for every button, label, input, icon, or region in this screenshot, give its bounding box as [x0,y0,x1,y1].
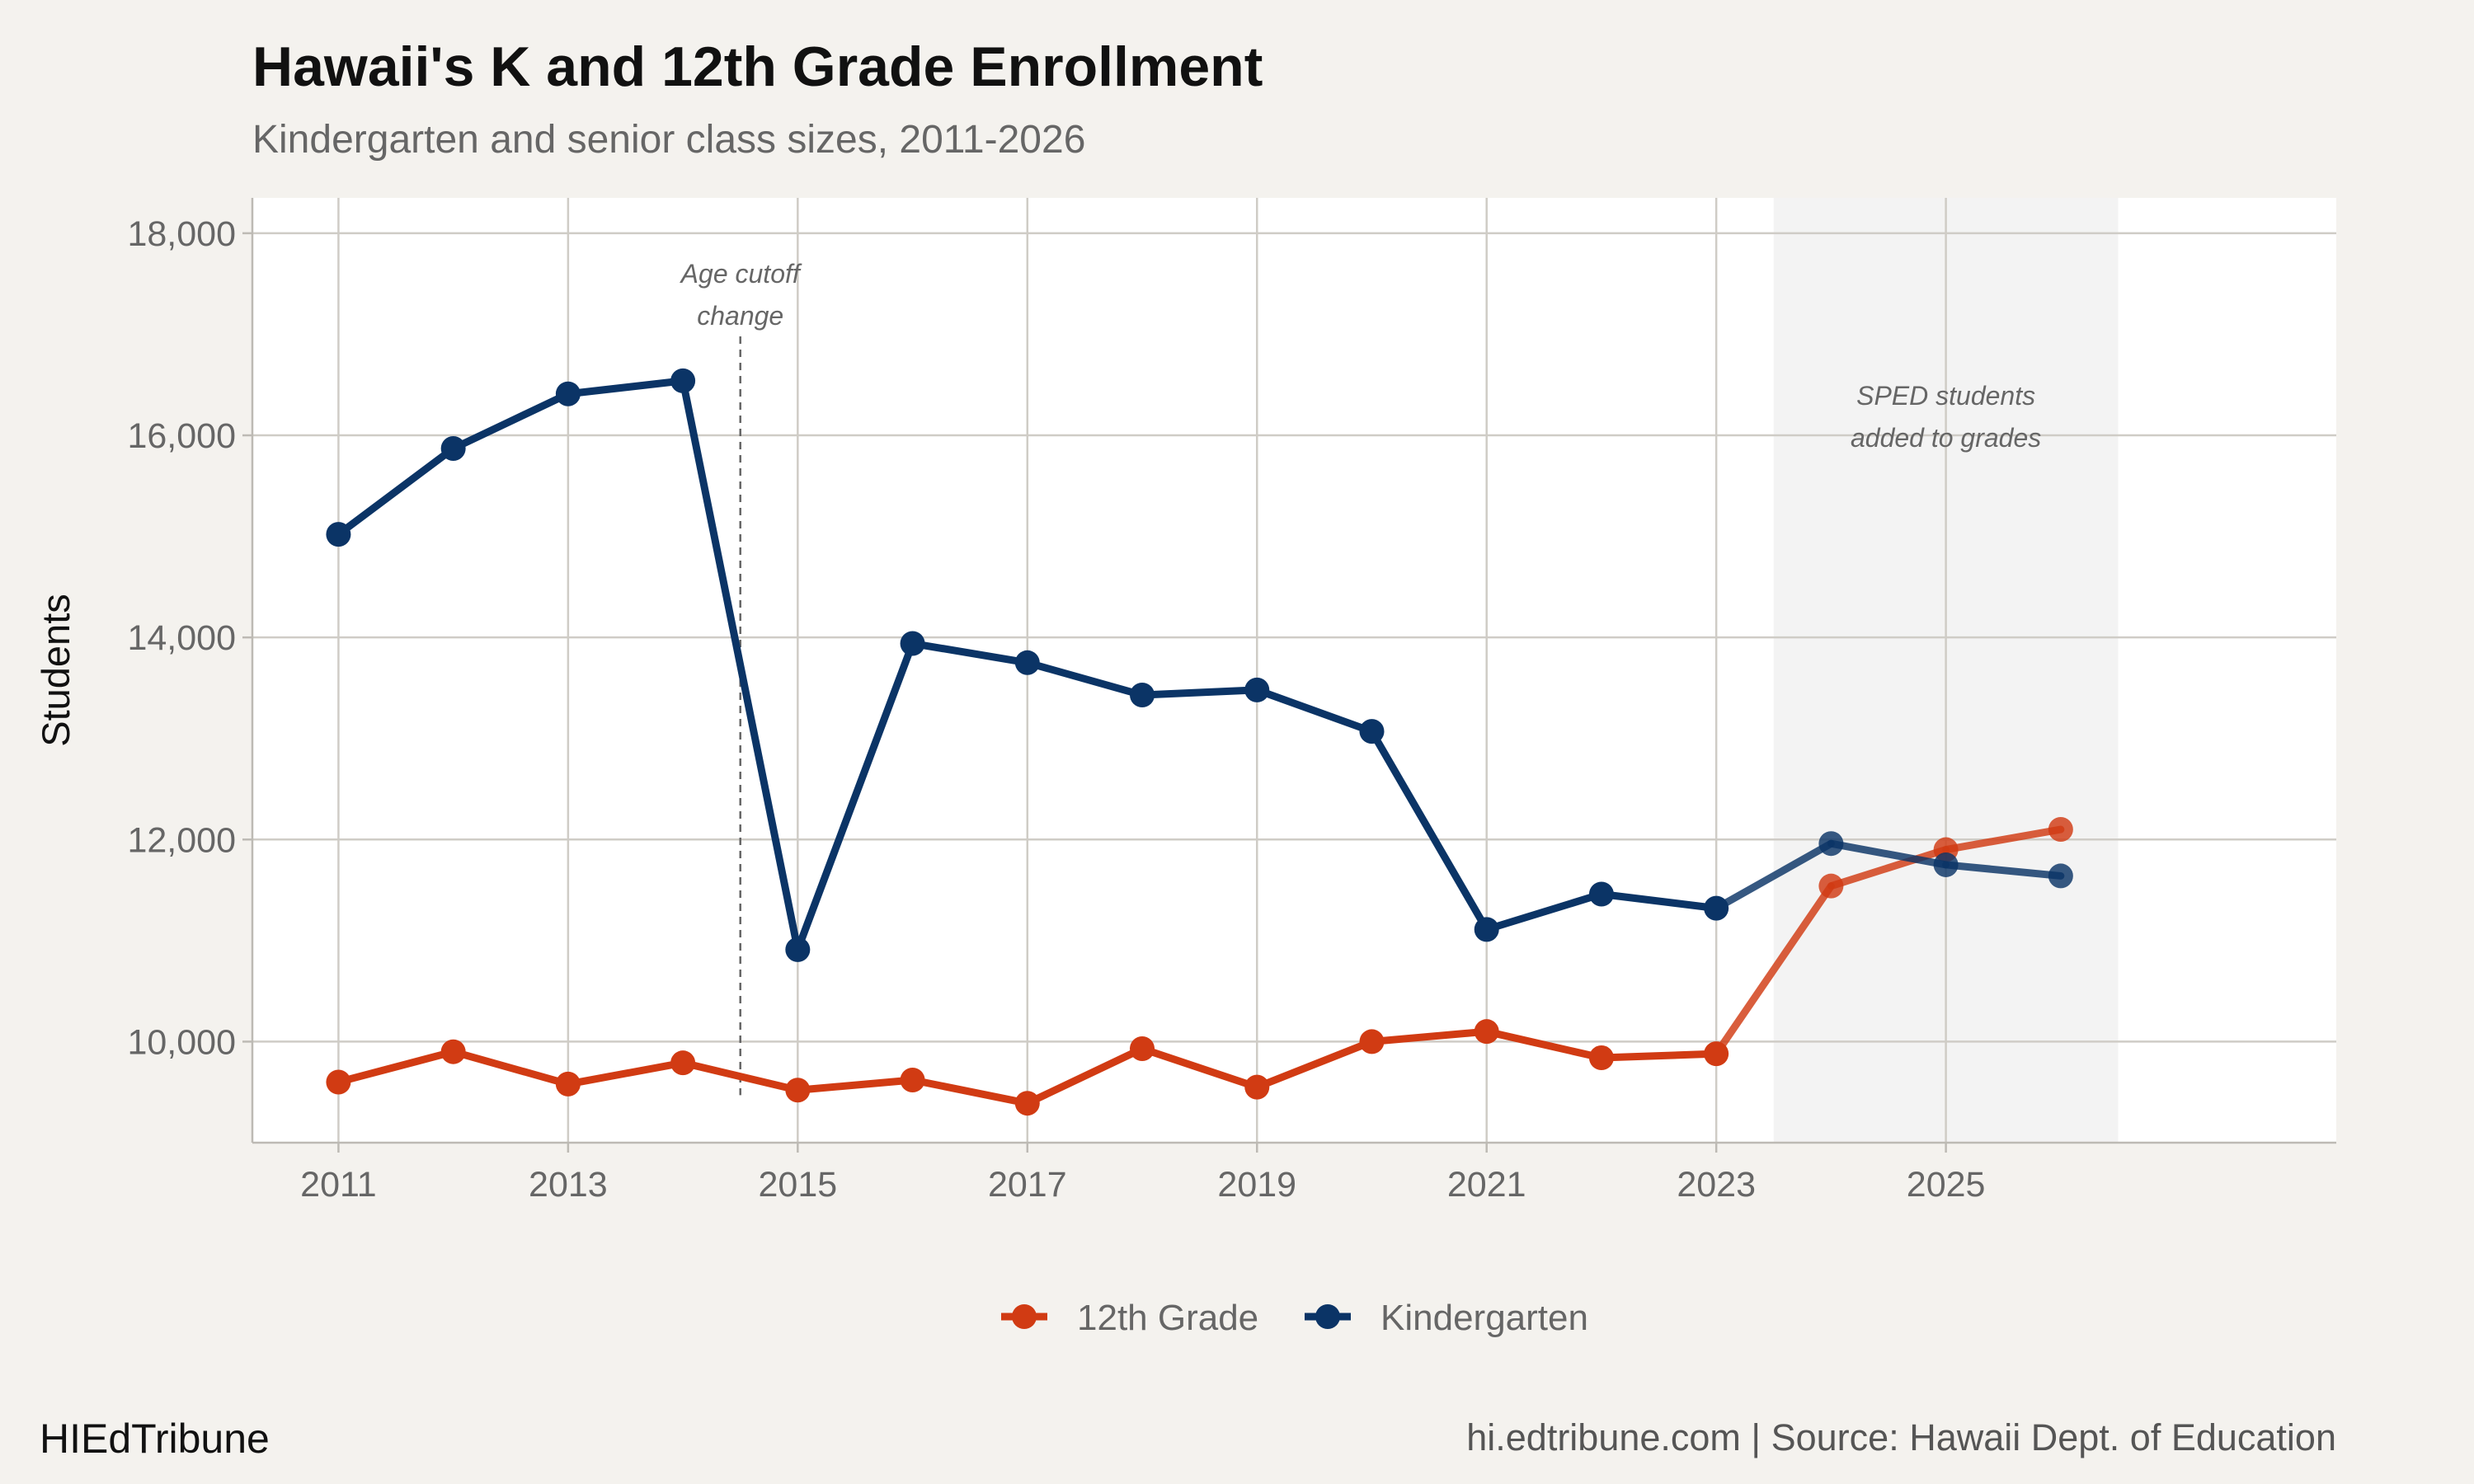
x-tick-label: 2025 [1907,1165,1986,1205]
data-point-12th-grade [670,1050,696,1076]
y-axis-label: Students [34,594,78,747]
y-tick-label: 10,000 [127,1022,236,1062]
y-tick-label: 12,000 [127,820,236,860]
series-segment-kindergarten [1597,890,1720,913]
legend-swatch-point [1315,1304,1340,1329]
sped-annotation: added to grades [1851,423,2041,453]
series-segment-kindergarten [909,640,1032,667]
data-point-12th-grade [1130,1036,1155,1062]
x-tick-label: 2023 [1677,1165,1756,1205]
series-segment-kindergarten [1942,861,2065,880]
legend-item-12th-grade: 12th Grade [1001,1298,1258,1338]
y-tick-label: 14,000 [127,618,236,658]
data-point-kindergarten [555,381,581,406]
data-point-kindergarten [326,522,351,547]
series-segment-kindergarten [564,377,687,398]
data-point-kindergarten [900,631,925,656]
data-point-12th-grade [440,1039,466,1064]
data-point-12th-grade [555,1071,581,1097]
data-point-kindergarten [2048,863,2073,889]
data-point-12th-grade [1244,1074,1270,1100]
data-point-kindergarten [1474,917,1499,942]
series-segment-12th-grade [1483,1027,1606,1062]
data-point-12th-grade [1014,1091,1040,1116]
y-tick-label: 16,000 [127,416,236,456]
x-tick-label: 2013 [529,1165,608,1205]
data-point-12th-grade [1359,1029,1385,1054]
age-cutoff-annotation: Age cutoff [680,259,802,289]
data-point-kindergarten [670,368,696,393]
data-point-12th-grade [1818,873,1844,899]
series-12th-grade [326,817,2073,1116]
series-segment-12th-grade [1597,1050,1720,1062]
series-segment-12th-grade [793,1076,917,1094]
x-tick-label: 2019 [1217,1165,1296,1205]
data-point-12th-grade [1588,1045,1614,1071]
data-point-kindergarten [1588,881,1614,907]
data-point-12th-grade [900,1068,925,1093]
data-point-12th-grade [785,1078,811,1103]
data-point-12th-grade [1474,1019,1499,1045]
series-segment-12th-grade [449,1048,572,1088]
series-segment-12th-grade [1712,882,1835,1058]
series-segment-kindergarten [1138,686,1261,699]
series-segment-kindergarten [449,390,572,453]
series-segment-12th-grade [1023,1045,1146,1107]
x-tick-label: 2015 [759,1165,838,1205]
series-segment-12th-grade [1253,1037,1376,1092]
chart-subtitle: Kindergarten and senior class sizes, 201… [252,118,1086,162]
series-segment-12th-grade [1138,1045,1261,1092]
series-segment-12th-grade [909,1076,1032,1107]
data-point-kindergarten [1933,852,1959,877]
series-segment-kindergarten [334,444,458,538]
series-segment-kindergarten [1483,890,1606,933]
series-segment-kindergarten [1253,686,1376,735]
x-tick-label: 2017 [988,1165,1067,1205]
data-point-12th-grade [1704,1041,1729,1067]
series-segment-kindergarten [1712,839,1835,913]
series-segment-12th-grade [679,1059,802,1094]
age-cutoff-annotation: change [697,301,783,331]
data-point-kindergarten [1244,677,1270,702]
series-segment-12th-grade [334,1048,458,1086]
series-segment-12th-grade [564,1059,687,1088]
y-tick-label: 18,000 [127,214,236,254]
data-point-12th-grade [2048,817,2073,843]
series-segment-kindergarten [793,640,917,954]
series-segment-12th-grade [1827,846,1950,890]
sped-annotation: SPED students [1856,381,2035,411]
series-segment-kindergarten [1023,659,1146,699]
data-point-kindergarten [1704,895,1729,921]
series-segment-kindergarten [679,377,802,954]
series-kindergarten [326,368,2073,962]
brand-logo-text: HIEdTribune [40,1416,270,1462]
x-tick-label: 2011 [300,1165,376,1205]
data-point-kindergarten [1014,650,1040,675]
source-credit: hi.edtribune.com | Source: Hawaii Dept. … [1466,1416,2336,1458]
series-segment-kindergarten [1827,839,1950,869]
series-segment-12th-grade [1942,825,2065,854]
legend-swatch-point [1012,1304,1037,1329]
data-point-kindergarten [1818,831,1844,857]
data-point-kindergarten [440,435,466,461]
legend-label: 12th Grade [1077,1298,1258,1338]
x-tick-label: 2021 [1447,1165,1526,1205]
data-point-kindergarten [1359,719,1385,744]
chart-title: Hawaii's K and 12th Grade Enrollment [252,35,1263,98]
data-point-kindergarten [785,937,811,962]
series-segment-kindergarten [1367,727,1491,933]
data-point-12th-grade [326,1069,351,1095]
data-point-kindergarten [1130,683,1155,708]
legend-label: Kindergarten [1380,1298,1588,1338]
legend-item-kindergarten: Kindergarten [1305,1298,1588,1338]
series-segment-12th-grade [1367,1027,1491,1045]
